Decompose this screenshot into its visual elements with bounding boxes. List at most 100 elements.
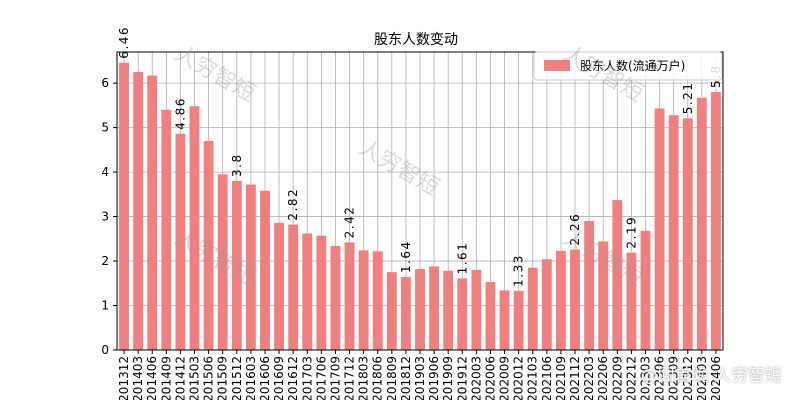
x-tick-label: 202306 <box>653 356 667 400</box>
x-axis: 201312 201403 201406 201409 201412 201503 2015… <box>117 350 723 400</box>
bar <box>471 269 482 350</box>
bar <box>612 200 623 350</box>
x-tick-label: 201803 <box>357 356 371 400</box>
y-tick-label: 1 <box>101 299 109 313</box>
x-tick-label: 201603 <box>244 356 258 400</box>
data-label: 6.46 <box>117 26 131 59</box>
x-tick-label: 201612 <box>286 356 300 400</box>
bar <box>555 250 566 350</box>
x-tick-label: 202212 <box>624 356 638 400</box>
data-label: 1.33 <box>512 254 526 287</box>
bars <box>119 62 721 351</box>
bar <box>541 259 552 350</box>
bar <box>654 108 665 350</box>
x-tick-label: 201609 <box>272 356 286 400</box>
bar <box>513 290 524 350</box>
bar <box>119 62 129 351</box>
bar <box>372 251 383 350</box>
x-tick-label: 201406 <box>145 356 159 400</box>
data-label: 2.42 <box>343 206 357 239</box>
bar <box>668 115 679 351</box>
bar <box>598 241 609 350</box>
bar <box>217 174 228 350</box>
bar <box>682 118 693 351</box>
y-tick-label: 6 <box>101 76 109 90</box>
x-tick-label: 201806 <box>371 356 385 400</box>
bar <box>626 252 637 350</box>
corner-watermark: @回首晚 人穷智短 <box>640 366 782 386</box>
x-tick-label: 201312 <box>117 356 131 400</box>
x-tick-label: 201512 <box>230 356 244 400</box>
x-tick-label: 201906 <box>427 356 441 400</box>
bar <box>189 106 200 350</box>
x-tick-label: 202303 <box>638 356 652 400</box>
x-tick-label: 202312 <box>681 356 695 400</box>
x-tick-label: 202003 <box>469 356 483 400</box>
x-tick-label: 202009 <box>498 356 512 400</box>
x-tick-label: 201703 <box>300 356 314 400</box>
data-label: 1.64 <box>399 240 413 273</box>
x-tick-label: 201409 <box>159 356 173 400</box>
bar <box>147 75 158 351</box>
bar <box>175 133 186 350</box>
x-tick-label: 202006 <box>483 356 497 400</box>
y-tick-label: 0 <box>101 343 109 357</box>
bar <box>358 250 369 350</box>
data-label: 3.8 <box>230 153 244 177</box>
y-tick-label: 2 <box>101 254 109 268</box>
x-tick-label: 202206 <box>596 356 610 400</box>
bar <box>330 245 341 350</box>
bar <box>527 267 538 350</box>
x-tick-label: 202309 <box>667 356 681 400</box>
x-tick-label: 201909 <box>441 356 455 400</box>
bar <box>696 97 707 350</box>
x-tick-label: 202012 <box>512 356 526 400</box>
legend-label: 股东人数(流通万户) <box>580 58 685 73</box>
bar <box>245 184 256 350</box>
x-tick-label: 202106 <box>540 356 554 400</box>
data-label: 2.19 <box>624 216 638 249</box>
x-tick-label: 202109 <box>554 356 568 400</box>
y-axis: 0 1 2 3 4 5 6 <box>101 76 117 357</box>
bar <box>161 109 172 350</box>
x-tick-label: 201912 <box>455 356 469 400</box>
x-tick-label: 202103 <box>526 356 540 400</box>
y-tick-label: 4 <box>101 165 109 179</box>
bar <box>302 233 313 350</box>
x-tick-label: 202209 <box>610 356 624 400</box>
legend-swatch <box>544 60 570 71</box>
data-label: 5.21 <box>681 82 695 115</box>
x-tick-label: 201709 <box>328 356 342 400</box>
x-tick-label: 202112 <box>568 356 582 400</box>
bar <box>133 72 144 350</box>
bar <box>400 277 411 350</box>
y-tick-label: 3 <box>101 210 109 224</box>
bar <box>274 222 285 350</box>
legend: 股东人数(流通万户) <box>533 51 723 81</box>
bar <box>316 235 327 350</box>
x-tick-label: 202403 <box>695 356 709 400</box>
bar <box>288 224 299 350</box>
x-tick-label: 201506 <box>202 356 216 400</box>
data-label: 4.86 <box>173 97 187 130</box>
y-tick-label: 5 <box>101 121 109 135</box>
bar <box>570 249 580 350</box>
x-tick-label: 202406 <box>709 356 723 400</box>
chart-title: 股东人数变动 <box>374 32 458 48</box>
bar <box>711 92 721 351</box>
x-tick-label: 201412 <box>173 356 187 400</box>
x-tick-label: 201509 <box>216 356 230 400</box>
legend-box <box>533 51 723 81</box>
bar <box>260 190 270 350</box>
bar <box>499 290 510 350</box>
x-tick-label: 201606 <box>258 356 272 400</box>
x-tick-label: 201403 <box>131 356 145 400</box>
bar <box>231 180 242 350</box>
bar <box>443 270 454 350</box>
bar <box>203 140 214 350</box>
data-label: 1.61 <box>455 242 469 275</box>
x-tick-label: 201712 <box>343 356 357 400</box>
bar <box>457 278 468 350</box>
data-label: 2.82 <box>286 188 300 221</box>
